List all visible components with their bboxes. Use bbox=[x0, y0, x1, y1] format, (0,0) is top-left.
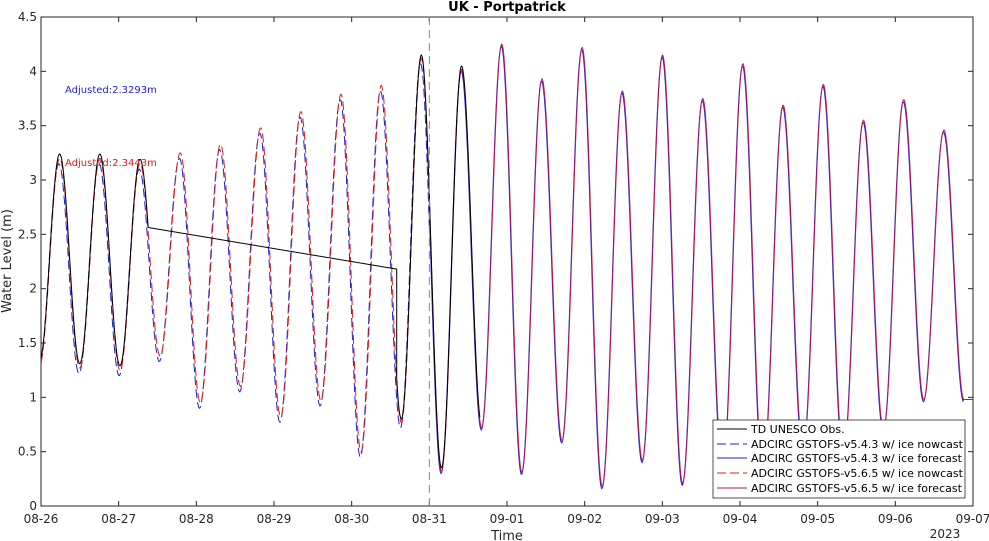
y-tick-label: 0.5 bbox=[18, 445, 37, 459]
y-axis-ticks: 0 0.5 1 1.5 2 2.5 3 3.5 4 4.5 bbox=[18, 10, 973, 513]
legend-item-v565-nowcast: ADCIRC GSTOFS-v5.6.5 w/ ice nowcast bbox=[751, 467, 964, 480]
x-tick-label: 08-30 bbox=[334, 512, 369, 526]
legend-item-obs: TD UNESCO Obs. bbox=[750, 423, 845, 436]
y-tick-label: 2 bbox=[29, 282, 37, 296]
x-tick-label: 08-28 bbox=[179, 512, 214, 526]
legend-item-v543-nowcast: ADCIRC GSTOFS-v5.4.3 w/ ice nowcast bbox=[751, 438, 964, 451]
x-tick-label: 09-03 bbox=[645, 512, 680, 526]
x-tick-label: 08-27 bbox=[101, 512, 136, 526]
x-tick-label: 08-29 bbox=[257, 512, 292, 526]
x-tick-label: 09-07 bbox=[956, 512, 989, 526]
y-tick-label: 1 bbox=[29, 390, 37, 404]
chart-title: UK - Portpatrick bbox=[448, 0, 566, 15]
annotation-adjusted-red: Adjusted:2.3443m bbox=[65, 158, 157, 169]
x-tick-label: 08-26 bbox=[24, 512, 59, 526]
series-observations bbox=[40, 54, 481, 469]
y-tick-label: 4 bbox=[29, 64, 37, 78]
y-tick-label: 3.5 bbox=[18, 119, 37, 133]
x-tick-label: 08-31 bbox=[412, 512, 447, 526]
legend-box bbox=[712, 419, 966, 499]
y-tick-label: 3 bbox=[29, 173, 37, 187]
y-tick-label: 2.5 bbox=[18, 227, 37, 241]
annotation-adjusted-blue: Adjusted:2.3293m bbox=[65, 85, 157, 96]
legend-item-v543-forecast: ADCIRC GSTOFS-v5.4.3 w/ ice forecast bbox=[751, 452, 963, 465]
series-v543-nowcast bbox=[40, 62, 430, 459]
y-tick-label: 1.5 bbox=[18, 336, 37, 350]
x-tick-label: 09-02 bbox=[567, 512, 602, 526]
x-axis-ticks: 08-26 08-27 08-28 08-29 08-30 08-31 09-01 09-02… bbox=[24, 17, 989, 526]
x-axis-title: Time bbox=[490, 529, 523, 541]
x-tick-label: 09-04 bbox=[723, 512, 758, 526]
y-axis-title: Water Level (m) bbox=[0, 209, 15, 313]
y-tick-label: 4.5 bbox=[18, 10, 37, 24]
legend-item-v565-forecast: ADCIRC GSTOFS-v5.6.5 w/ ice forecast bbox=[751, 482, 963, 495]
x-tick-label: 09-01 bbox=[490, 512, 525, 526]
x-year-label: 2023 bbox=[930, 527, 961, 541]
y-tick-label: 0 bbox=[29, 499, 37, 513]
x-tick-label: 09-06 bbox=[878, 512, 913, 526]
legend: TD UNESCO Obs. ADCIRC GSTOFS-v5.4.3 w/ i… bbox=[712, 419, 966, 499]
x-tick-label: 09-05 bbox=[800, 512, 835, 526]
